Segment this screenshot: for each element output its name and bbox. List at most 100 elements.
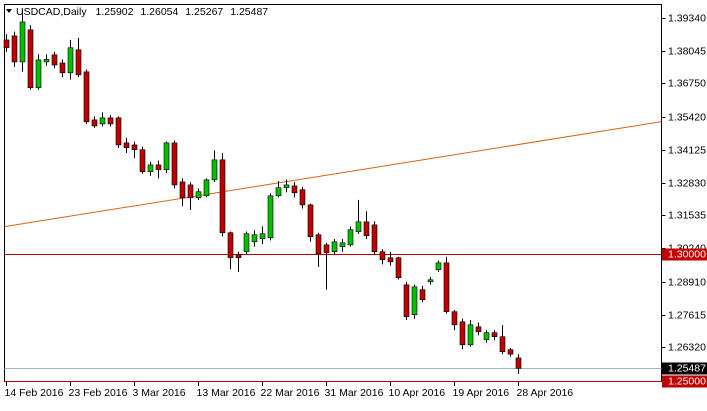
x-tick-label: 13 Mar 2016 [197,387,256,399]
candle-body [163,142,170,171]
y-tick-label: 1.27615 [668,309,706,321]
candle-body [139,149,146,173]
header-low: 1.25267 [185,6,223,18]
candle-body [307,204,314,238]
candle-body [491,332,498,338]
candle-body [43,59,50,63]
y-tick-label: 1.31535 [668,209,706,221]
chart-title: USDCAD,Daily [16,6,87,18]
y-tick-label: 1.34125 [668,144,706,156]
candle-body [507,349,514,355]
candle-body [259,233,266,240]
y-tick-label: 1.32830 [668,177,706,189]
x-tick-label: 28 Apr 2016 [517,387,574,399]
candle-body [123,142,130,149]
header-open: 1.25902 [96,6,134,18]
candle-body [51,54,58,66]
y-tick-label: 1.38045 [668,45,706,57]
x-tick-label: 22 Mar 2016 [261,387,320,399]
candle-body [475,326,482,332]
candle-body [67,47,74,74]
candle-body [411,286,418,315]
candle-body [387,257,394,263]
y-tick-label: 1.39340 [668,12,706,24]
level-label-box [662,375,707,388]
trendline [4,121,662,228]
y-tick-label: 1.28910 [668,276,706,288]
candle-body [27,29,34,89]
candle-body [435,262,442,270]
candle-body [171,142,178,186]
candle-body [379,251,386,261]
candle-body [3,39,10,49]
candle-body [419,289,426,301]
candle-body [403,284,410,318]
candle-body [251,234,258,243]
candle-body [331,241,338,252]
candle-body [203,179,210,197]
candle-body [395,257,402,279]
candle-body [275,187,282,197]
candle-body [347,229,354,246]
candle-body [235,254,242,259]
candle-body [195,191,202,199]
candle-body [467,324,474,346]
y-tick-label: 1.35420 [668,111,706,123]
candle-body [363,221,370,237]
candle-body [459,321,466,346]
candle-body [179,181,186,199]
x-tick-label: 3 Mar 2016 [133,387,186,399]
x-tick-label: 31 Mar 2016 [325,387,384,399]
candle-body [499,336,506,352]
candle-body [211,159,218,181]
level-label: 1.30000 [668,248,706,260]
level-label-box [662,248,707,261]
candle-body [323,244,330,254]
candle-body [219,159,226,234]
candle-body [267,195,274,239]
menu-triangle [6,9,12,13]
candle-body [299,189,306,206]
candle-body [83,71,90,123]
candle-body [243,233,250,252]
price-label-box [662,362,707,375]
candle-body [147,164,154,173]
y-tick-label: 1.26320 [668,341,706,353]
header-close: 1.25487 [230,6,268,18]
candle-body [443,262,450,312]
candle-body [107,117,114,125]
candle-body [155,164,162,171]
candle-body [91,119,98,127]
candle-body [187,184,194,199]
candle-body [227,232,234,259]
candle-body [339,242,346,247]
candle-body [59,62,66,74]
candle-body [483,332,490,341]
candle-body [283,184,290,188]
candle-body [35,59,42,89]
x-tick-label: 19 Apr 2016 [453,387,510,399]
candle-body [75,49,82,76]
chart-header: USDCAD,Daily 1.25902 1.26054 1.25267 1.2… [16,6,268,18]
x-tick-label: 10 Apr 2016 [389,387,446,399]
candle-body [371,224,378,252]
candle-body [19,21,26,63]
x-tick-label: 23 Feb 2016 [69,387,128,399]
header-high: 1.26054 [140,6,178,18]
y-tick-label: 1.36750 [668,77,706,89]
candle-body [131,144,138,151]
candle-body [451,311,458,326]
candle-body [427,279,434,283]
candle-body [99,117,106,125]
candle-body [355,221,362,233]
candle-body [115,117,122,146]
x-tick-label: 14 Feb 2016 [5,387,64,399]
candle-body [11,35,18,63]
candle-body [291,185,298,194]
level-label: 1.25000 [668,375,706,387]
candle-body [315,234,322,255]
candle-body [515,357,522,369]
